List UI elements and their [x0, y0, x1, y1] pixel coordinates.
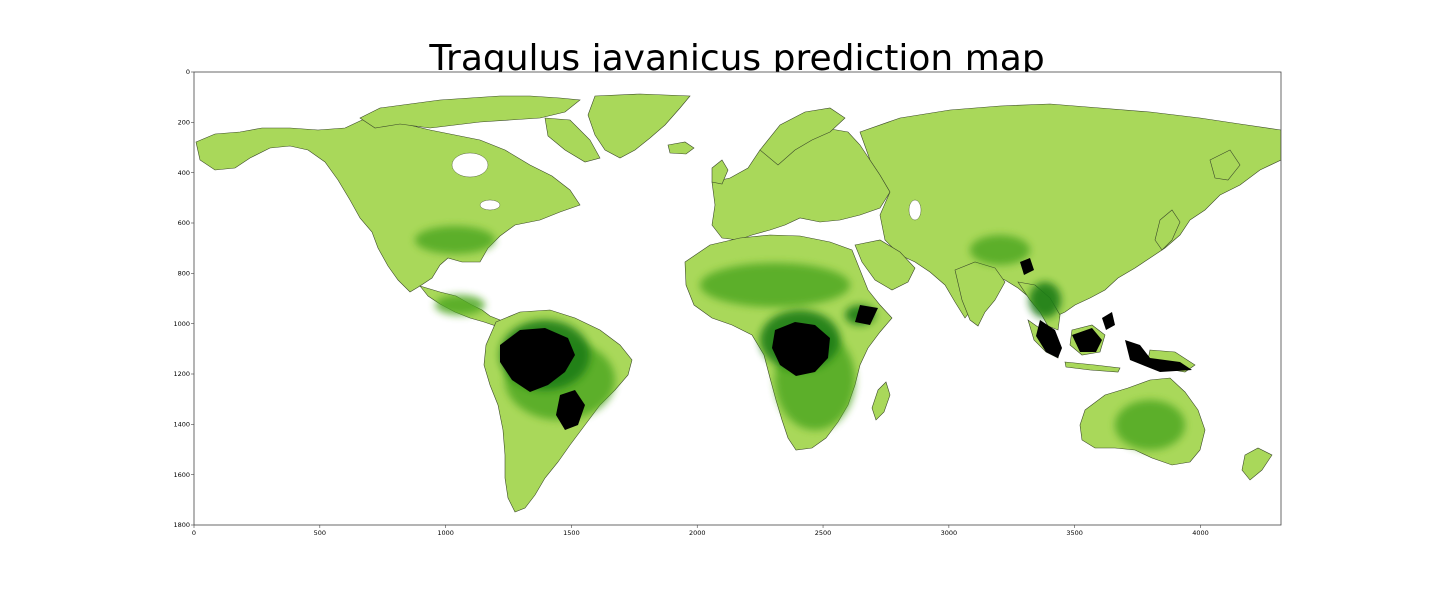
uk-ireland [711, 159, 729, 185]
y-tick-label: 1200 [173, 370, 190, 378]
asia [859, 103, 1281, 319]
japan [1154, 209, 1181, 251]
map-area [194, 72, 1281, 525]
new-zealand [1241, 447, 1273, 481]
greenland [587, 93, 691, 159]
iceland [667, 141, 695, 155]
lakes [451, 152, 922, 221]
y-tick-label: 200 [178, 119, 190, 127]
y-tick-label: 600 [178, 219, 190, 227]
map-frame [193, 71, 1282, 526]
y-tick-label: 1400 [173, 421, 190, 429]
y-tick-label: 0 [186, 68, 190, 76]
prediction-max-zones [500, 258, 1192, 430]
baffin-island [544, 117, 601, 163]
madagascar [871, 381, 891, 421]
x-tick-label: 3000 [941, 529, 958, 537]
scandinavia [759, 107, 846, 166]
x-tick-label: 4000 [1192, 529, 1209, 537]
y-tick-label: 800 [178, 270, 190, 278]
x-axis-ticks: 0 500 1000 1500 2000 2500 3000 3500 4000 [192, 525, 1209, 537]
y-tick-label: 1000 [173, 320, 190, 328]
x-tick-label: 2000 [689, 529, 706, 537]
kamchatka [1209, 149, 1241, 181]
y-tick-label: 1800 [173, 521, 190, 529]
y-tick-label: 400 [178, 169, 190, 177]
arabian-peninsula [854, 239, 916, 291]
y-tick-label: 1600 [173, 471, 190, 479]
arctic-islands [359, 95, 581, 129]
india [954, 261, 1006, 327]
x-tick-label: 500 [314, 529, 326, 537]
x-tick-label: 2500 [815, 529, 832, 537]
x-tick-label: 0 [192, 529, 196, 537]
x-tick-label: 1000 [437, 529, 454, 537]
x-tick-label: 1500 [563, 529, 580, 537]
x-tick-label: 3500 [1066, 529, 1083, 537]
java [1064, 361, 1121, 373]
y-axis-ticks: 0 200 400 600 800 1000 1200 1400 1600 1800 [173, 68, 194, 529]
